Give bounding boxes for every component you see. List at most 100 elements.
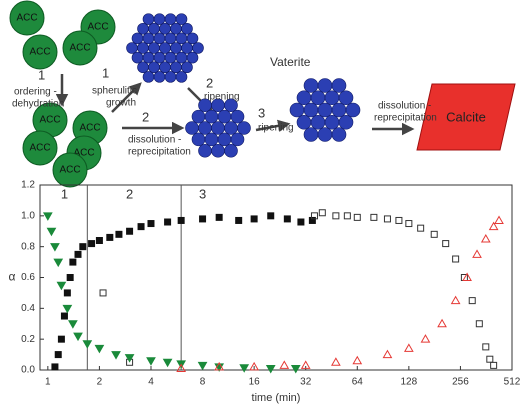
point xyxy=(95,237,103,244)
point xyxy=(353,213,361,221)
point xyxy=(370,213,378,221)
acc-label: ACC xyxy=(79,123,100,134)
arrows xyxy=(55,74,415,136)
caption: dehydration xyxy=(12,99,64,110)
caption: ripening xyxy=(204,92,240,103)
point xyxy=(332,212,340,220)
vaterite-particle xyxy=(237,121,251,135)
caption: 1 xyxy=(102,65,109,80)
vaterite-particle xyxy=(204,109,219,124)
acc-label: ACC xyxy=(29,143,50,154)
point xyxy=(63,289,71,297)
acc-label: ACC xyxy=(59,165,80,176)
point xyxy=(137,223,145,231)
acc-label: ACC xyxy=(16,13,37,24)
vaterite-particle xyxy=(324,90,340,106)
caption: dissolution - xyxy=(128,135,181,146)
vaterite-particle xyxy=(170,42,182,54)
point xyxy=(308,216,316,224)
point xyxy=(199,215,207,223)
point xyxy=(54,351,62,359)
vaterite-particle xyxy=(324,114,340,130)
point xyxy=(46,227,57,237)
point xyxy=(472,249,482,258)
vaterite-particle xyxy=(164,13,177,25)
vaterite-particle xyxy=(331,102,347,118)
point xyxy=(300,360,311,369)
point xyxy=(403,343,414,352)
acc-label: ACC xyxy=(69,43,90,54)
point xyxy=(343,212,351,220)
product-label: Calcite xyxy=(446,109,486,124)
vaterite-particle xyxy=(164,32,177,45)
point xyxy=(437,318,447,328)
caption: 2 xyxy=(206,75,213,90)
vaterite-particle xyxy=(142,51,155,64)
point xyxy=(239,364,250,373)
point xyxy=(62,304,73,314)
point xyxy=(468,297,476,305)
point xyxy=(417,224,425,232)
vaterite-particle xyxy=(338,90,354,106)
point xyxy=(462,272,472,281)
point xyxy=(56,281,67,291)
point xyxy=(146,357,156,366)
point xyxy=(494,215,504,224)
x-tick-label: 256 xyxy=(452,377,469,388)
point xyxy=(99,289,107,297)
point xyxy=(331,357,341,366)
x-tick-label: 8 xyxy=(200,377,206,388)
point xyxy=(486,355,494,363)
point xyxy=(265,364,276,374)
point xyxy=(267,212,275,220)
vaterite-particle xyxy=(181,61,193,74)
caption: dissolution - xyxy=(378,101,431,112)
stage-label: 2 xyxy=(126,186,133,201)
x-tick-label: 512 xyxy=(504,377,520,388)
point xyxy=(74,250,82,258)
vaterite-particle xyxy=(170,22,182,35)
plot-frame xyxy=(39,184,513,371)
caption: reprecipitation xyxy=(128,147,191,158)
vaterite-particle xyxy=(131,51,144,64)
point xyxy=(73,332,83,342)
acc-particle xyxy=(9,0,45,36)
point xyxy=(352,355,363,365)
point xyxy=(475,320,483,328)
vaterite-particle xyxy=(192,42,204,54)
point xyxy=(60,312,68,320)
vaterite-particle xyxy=(153,13,166,25)
point xyxy=(490,361,498,369)
acc-label: ACC xyxy=(73,148,94,159)
acc-particle xyxy=(22,34,58,70)
vaterite-particle xyxy=(331,78,347,93)
point xyxy=(176,363,187,372)
x-tick-label: 128 xyxy=(401,377,418,388)
acc-label: ACC xyxy=(29,47,50,58)
vaterite-particle xyxy=(191,132,206,147)
acc-label: ACC xyxy=(39,115,60,126)
point xyxy=(57,335,65,343)
vaterite-particle xyxy=(230,132,245,147)
vaterite-particle xyxy=(181,22,193,35)
vaterite-particle xyxy=(317,78,333,93)
vaterite-particle xyxy=(296,90,312,106)
caption: growth xyxy=(106,98,136,109)
point xyxy=(310,212,318,220)
vaterite-particle xyxy=(153,32,166,45)
y-tick-label: 0.4 xyxy=(21,303,35,314)
vaterite-particle xyxy=(217,132,232,147)
caption: ripening xyxy=(258,123,294,134)
point xyxy=(382,349,393,359)
point xyxy=(50,243,60,252)
vaterite-particle xyxy=(224,143,238,158)
point xyxy=(147,220,155,228)
point xyxy=(450,295,461,305)
point xyxy=(88,240,96,248)
x-tick-label: 2 xyxy=(97,377,103,388)
point xyxy=(290,364,301,374)
vaterite-particle xyxy=(217,109,232,124)
vaterite-particle xyxy=(137,61,149,74)
vaterite-particle xyxy=(175,71,188,83)
